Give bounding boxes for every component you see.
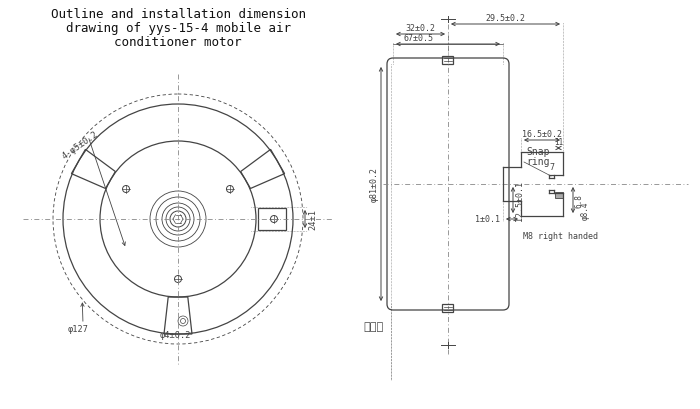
Text: 24±1: 24±1 <box>308 209 317 230</box>
Bar <box>555 193 563 198</box>
Text: φ127: φ127 <box>68 324 89 333</box>
Text: Snap: Snap <box>526 147 550 157</box>
Bar <box>442 57 454 65</box>
Text: 11: 11 <box>554 138 563 147</box>
Text: φ8.4: φ8.4 <box>581 202 590 220</box>
Text: 29.5±0.2: 29.5±0.2 <box>486 14 526 23</box>
Text: ring: ring <box>526 157 550 166</box>
Text: 出线口: 出线口 <box>363 321 383 331</box>
Text: 32±0.2: 32±0.2 <box>405 24 435 33</box>
Text: φ4±0.2: φ4±0.2 <box>160 330 192 339</box>
Text: 6.8: 6.8 <box>575 193 584 207</box>
Bar <box>442 304 454 312</box>
Text: 12.5±0.1: 12.5±0.1 <box>515 180 524 220</box>
Bar <box>258 209 286 230</box>
Text: φ81±0.2: φ81±0.2 <box>370 167 379 202</box>
Text: drawing of yys-15-4 mobile air: drawing of yys-15-4 mobile air <box>66 22 290 35</box>
Text: M8 right handed: M8 right handed <box>523 231 598 240</box>
Text: 7: 7 <box>549 163 554 172</box>
Text: 1±0.1: 1±0.1 <box>475 215 500 224</box>
Text: 67±0.5: 67±0.5 <box>403 34 433 43</box>
Text: 4-φ5±0.2: 4-φ5±0.2 <box>60 129 99 160</box>
Text: Outline and installation dimension: Outline and installation dimension <box>50 8 305 21</box>
Text: conditioner motor: conditioner motor <box>114 36 242 49</box>
Text: 16.5±0.2: 16.5±0.2 <box>522 130 562 139</box>
